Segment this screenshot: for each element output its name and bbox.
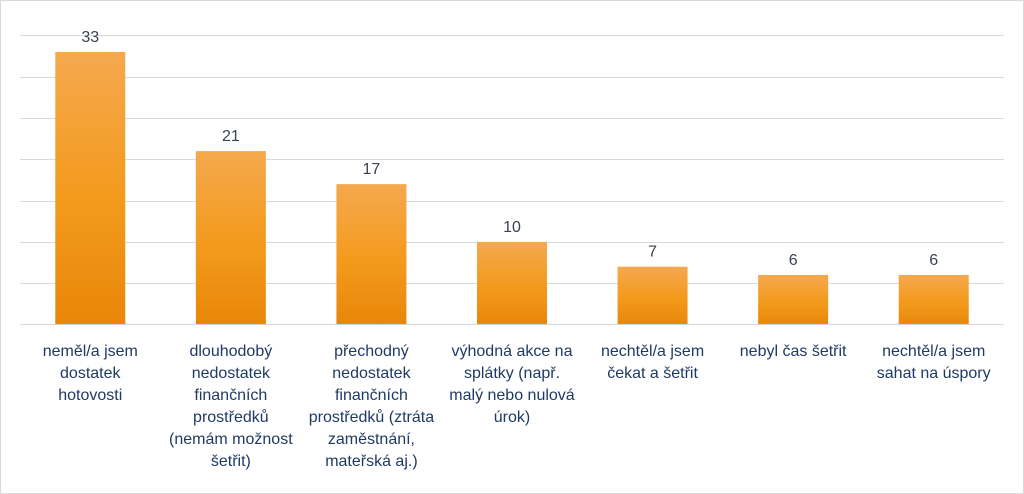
data-label: 6 (789, 252, 798, 269)
category-label-line: dlouhodobý (189, 343, 272, 360)
category-label-line: přechodný (334, 343, 409, 360)
category-label-line: hotovosti (58, 387, 122, 404)
data-labels: 33 21 17 10 7 6 6 (81, 29, 938, 269)
data-label: 21 (222, 128, 240, 145)
gridlines (20, 35, 1004, 284)
category-label-line: nechtěl/a jsem (882, 343, 985, 360)
category-label-line: splátky (např. (464, 365, 560, 382)
bar (195, 151, 266, 325)
category-label-line: nedostatek (192, 365, 271, 382)
category-label-line: výhodná akce na (452, 343, 573, 360)
category-label-line: nebyl čas šetřit (740, 343, 847, 360)
category-label-line: nedostatek (332, 365, 411, 382)
category-labels: neměl/a jsem dostatek hotovosti dlouhodobý n… (43, 343, 991, 470)
category-label-line: prostředků (ztráta (309, 408, 434, 426)
category-label: přechodný nedostatek finančních prostředků … (309, 343, 434, 470)
category-label-line: finančních (194, 387, 267, 404)
data-label: 17 (363, 161, 381, 178)
data-label: 7 (648, 244, 657, 261)
category-label-line: čekat a šetřit (607, 365, 698, 382)
data-label: 33 (81, 29, 99, 46)
data-label: 6 (929, 252, 938, 269)
category-label: nechtěl/a jsem sahat na úspory (877, 343, 991, 382)
bar (336, 184, 407, 325)
category-label-line: šetřit) (211, 453, 251, 470)
category-label-line: sahat na úspory (877, 365, 991, 382)
category-label-line: zaměstnání, (328, 431, 415, 448)
category-label-line: mateřská aj.) (325, 453, 417, 470)
category-label-line: úrok) (494, 409, 530, 426)
bar (617, 266, 688, 325)
bar (758, 274, 829, 325)
category-label: nebyl čas šetřit (740, 343, 847, 360)
category-label: výhodná akce na splátky (např. malý nebo n… (449, 343, 575, 426)
category-label-line: (nemám možnost (169, 431, 293, 448)
category-label-line: dostatek (60, 365, 121, 382)
bars (55, 52, 969, 325)
category-label: nechtěl/a jsem čekat a šetřit (601, 343, 704, 382)
category-label-line: neměl/a jsem (43, 343, 138, 360)
bar (898, 274, 969, 325)
category-label: neměl/a jsem dostatek hotovosti (43, 343, 138, 404)
category-label-line: malý nebo nulová (449, 387, 575, 404)
bar (477, 241, 547, 325)
category-label-line: nechtěl/a jsem (601, 343, 704, 360)
category-label-line: finančních (335, 387, 408, 404)
data-label: 10 (503, 219, 521, 236)
category-label: dlouhodobý nedostatek finančních prostředků… (169, 343, 293, 470)
bar (55, 52, 126, 325)
category-label-line: prostředků (193, 408, 269, 426)
